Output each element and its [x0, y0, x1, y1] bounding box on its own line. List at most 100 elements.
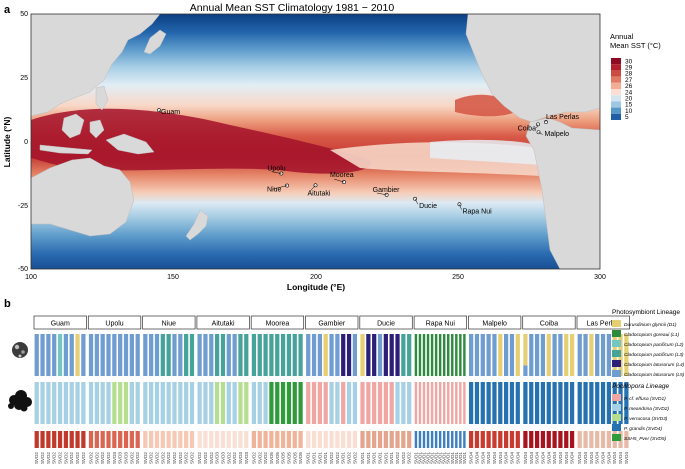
host-bar [75, 382, 80, 424]
site-marker: Guam [157, 108, 180, 116]
sst-strip-cell [244, 431, 249, 448]
site-marker: Gambier [373, 187, 400, 197]
host-bar [160, 382, 165, 424]
y-tick-label: 50 [20, 11, 28, 18]
sst-strip-cell [166, 431, 171, 448]
host-bar [498, 382, 503, 424]
pocillopora-icon [8, 390, 32, 412]
host-bar [178, 382, 183, 424]
sample-tick-label: SVD3 [124, 452, 129, 464]
sst-strip-cell [498, 431, 503, 448]
host-bar [323, 382, 328, 424]
sst-strip-cell [434, 431, 438, 448]
sst-legend-swatch [611, 89, 621, 96]
host-legend-swatch [612, 424, 621, 431]
host-bar [407, 382, 412, 424]
sst-strip-cell [389, 431, 394, 448]
sst-strip-cell [534, 431, 540, 448]
photosymbiont-bar [323, 334, 328, 376]
photosymbiont-bar [366, 334, 371, 376]
sample-tick-label: SVD4 [558, 452, 563, 464]
y-axis: 50 25 0 -25 -50 Latitude (°N) [2, 11, 28, 273]
sst-legend-title: Annual [610, 32, 634, 41]
sample-tick-label: SVD4 [612, 452, 617, 464]
photosymbiont-legend-swatch [612, 320, 621, 327]
y-tick-label: 0 [24, 139, 28, 146]
site-header-box [33, 315, 87, 330]
photosymbiont-bar [143, 334, 148, 376]
site-marker: Malpelo [536, 130, 569, 138]
photosymbiont-bar [377, 334, 383, 376]
host-bar [422, 382, 426, 424]
photosymbiont-bar [383, 334, 388, 376]
site-markers: Guam Upolu Niue Aitutaki Moorea Gambier Ducie R… [157, 108, 580, 215]
sample-tick-label: SVD2 [166, 452, 171, 464]
host-bar [238, 382, 243, 424]
sst-strip-cell [112, 431, 117, 448]
sst-strip-cell [463, 431, 466, 448]
sample-tick-label: SVD4 [595, 452, 600, 464]
photosymbiont-bar [57, 334, 63, 376]
sample-tick-label: SVD2 [401, 452, 406, 464]
host-bar [118, 382, 123, 424]
host-bar [129, 382, 134, 424]
sst-strip-cell [269, 431, 274, 448]
host-bar [509, 382, 515, 424]
sst-strip-cell [197, 431, 202, 448]
site-marker: Moorea [330, 172, 354, 184]
sst-map: Guam Upolu Niue Aitutaki Moorea Gambier Ducie R… [30, 13, 601, 270]
host-bar [40, 382, 45, 424]
sample-tick-label: SVD1 [312, 452, 317, 464]
sst-strip-cell [184, 431, 189, 448]
sst-strip-cell [430, 431, 434, 448]
sst-strip-cell [57, 431, 63, 448]
host-bar [546, 382, 551, 424]
sst-strip-cell [329, 431, 334, 448]
sst-strip-cell [292, 431, 297, 448]
sample-tick-label: SVD2 [189, 452, 194, 464]
host-bar [52, 382, 57, 424]
sample-tick-label: SVD5 [269, 452, 274, 464]
sample-tick-label: SVD2 [81, 452, 86, 464]
x-axis-title: Longitude (°E) [287, 282, 345, 292]
sample-tick-label: SVD4 [589, 452, 594, 464]
photosymbiont-bar [540, 365, 546, 376]
sst-strip-cell [577, 431, 582, 448]
sst-strip-cell [52, 431, 57, 448]
sample-tick-label: SVD2 [149, 452, 154, 464]
host-bar [564, 382, 569, 424]
site-header-box [250, 315, 305, 330]
sst-legend-label: 10 [625, 108, 633, 115]
host-bar [618, 382, 623, 424]
host-bar [552, 382, 557, 424]
photosymbiont-bar [63, 334, 68, 376]
photosymbiont-bar [341, 334, 346, 376]
photosymbiont-bar [135, 334, 140, 376]
host-bar [442, 382, 446, 424]
sample-tick-label: SVD2 [135, 452, 140, 464]
photosymbiont-bar [422, 334, 426, 376]
host-bar [88, 382, 94, 424]
photosymbiont-bar [480, 334, 485, 376]
photosymbiont-bar [474, 334, 480, 376]
host-bar [360, 382, 365, 424]
sst-strip-cell [149, 431, 154, 448]
sst-strip-cell [606, 431, 611, 448]
coral-icon [12, 342, 28, 358]
photosymbiont-bar [459, 334, 462, 376]
sample-tick-label: SVD2 [94, 452, 99, 464]
sst-strip-cell [135, 431, 140, 448]
host-bar [57, 382, 63, 424]
sample-tick-label: SVD2 [257, 452, 262, 464]
host-bar [569, 382, 575, 424]
photosymbiont-bar [189, 334, 195, 376]
sst-strip-cell [426, 431, 430, 448]
host-legend-items: P. cf. effusa (SVD1) P. meandrina (SVD2) P… [612, 394, 669, 442]
photosymbiont-bar [88, 334, 94, 376]
sample-tick-label: SVD4 [535, 452, 540, 464]
sst-strip-cell [232, 431, 237, 448]
photosymbiont-bar [418, 334, 422, 376]
host-bar [583, 382, 588, 424]
site-header-box [413, 315, 467, 330]
sst-strip-cell [317, 431, 322, 448]
